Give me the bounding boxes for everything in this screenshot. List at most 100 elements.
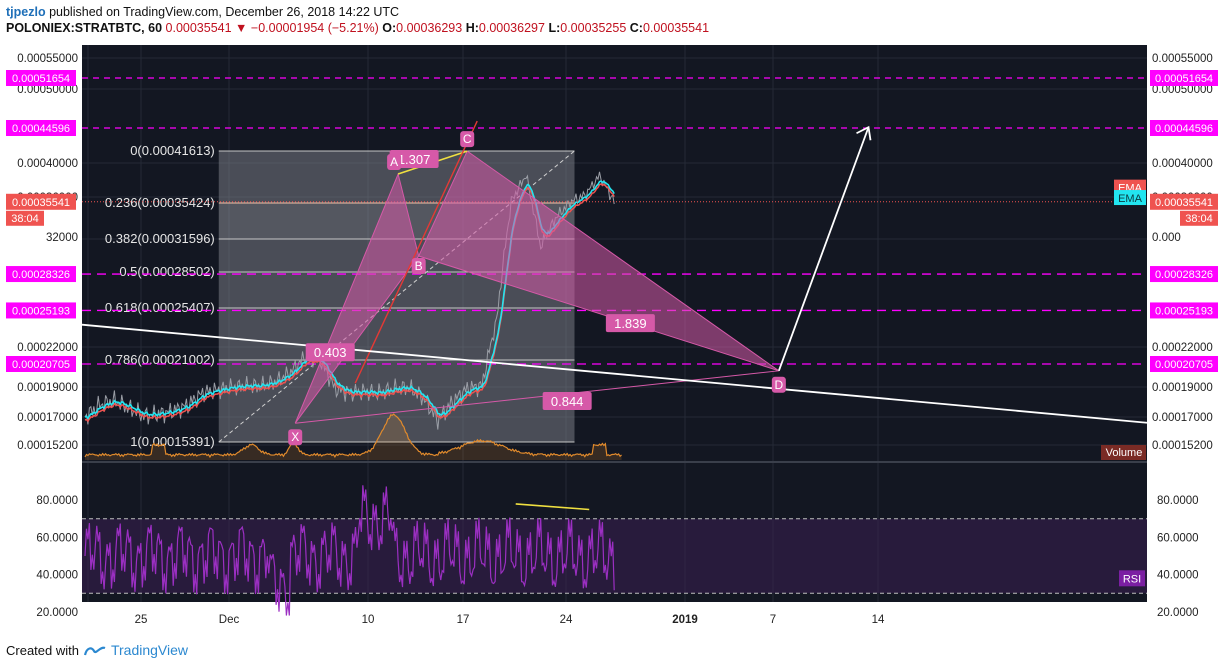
- right-countdown-label: 38:04: [1185, 213, 1213, 225]
- volume-tag: [1101, 445, 1146, 460]
- right-tick-label: 0.00015200: [1152, 440, 1213, 452]
- time-tick-label: 25: [135, 614, 148, 626]
- left-level-tag: [6, 266, 76, 283]
- ratio-label: 0.403: [314, 345, 347, 360]
- ratio-label: 0.844: [551, 394, 584, 409]
- symbol-name: POLONIEX:STRATBTC, 60: [6, 21, 163, 35]
- high-value: 0.00036297: [478, 21, 545, 35]
- rsi-series-line: [84, 485, 615, 616]
- right-level-tag: [1150, 302, 1218, 319]
- pattern-xd-line: [295, 370, 779, 424]
- left-tick-label: 0.00050000: [17, 84, 78, 96]
- right-tick-label: 0.000: [1152, 232, 1181, 244]
- created-with-text: Created with: [6, 642, 79, 658]
- price-chart[interactable]: 0(0.00041613) 0.236(0.00035424) 0.382(0.00…: [0, 40, 1229, 635]
- rsi-tick-left: 40.0000: [36, 570, 78, 582]
- left-countdown-tag: [6, 210, 44, 226]
- left-tick-label: 0.00040000: [17, 158, 78, 170]
- fib-level-label: 0.5(0.00028502): [119, 264, 214, 279]
- left-price-axis: 0.000550000.000500000.000400000.00036000…: [6, 53, 78, 452]
- right-tick-label: 0.00022000: [1152, 342, 1213, 354]
- down-arrow-icon: ▼: [235, 21, 248, 35]
- price-series: [82, 171, 1147, 430]
- fib-level-label: 0(0.00041613): [130, 143, 215, 158]
- pattern-point-box: [771, 376, 786, 393]
- left-countdown-label: 38:04: [11, 213, 39, 225]
- ratio-label: 1.307: [398, 152, 431, 167]
- tradingview-logo-icon: [83, 646, 106, 656]
- left-price-label: 0.00035541: [12, 197, 70, 209]
- publish-line: tjpezlo published on TradingView.com, De…: [6, 4, 1216, 20]
- ema-fast-line: [84, 180, 615, 420]
- pattern-point-box: [387, 154, 402, 171]
- rsi-divergence-line: [515, 503, 590, 511]
- left-level-label: 0.00028326: [12, 269, 70, 281]
- rsi-tick-right: 60.0000: [1157, 532, 1199, 544]
- low-value: 0.00035255: [560, 21, 627, 35]
- time-tick-label: 2019: [672, 614, 698, 626]
- ratio-box: [605, 314, 655, 333]
- descending-trendline: [81, 323, 1148, 424]
- right-level-tag: [1150, 70, 1218, 86]
- right-countdown-tag: [1180, 210, 1218, 226]
- left-level-label: 0.00051654: [12, 73, 70, 85]
- right-price-label: 0.00035541: [1155, 197, 1213, 209]
- left-tick-label: 0.00055000: [17, 53, 78, 65]
- time-tick-label: 24: [560, 614, 573, 626]
- tradingview-brand[interactable]: TradingView: [110, 642, 189, 658]
- left-level-label: 0.00044596: [12, 123, 70, 135]
- right-tick-label: 0.00040000: [1152, 158, 1213, 170]
- pattern-point-box: [288, 429, 303, 446]
- right-tick-label: 0.00019000: [1152, 382, 1213, 394]
- right-level-label: 0.00044596: [1155, 123, 1213, 135]
- pattern-point-label: A: [390, 155, 398, 169]
- author-name[interactable]: tjpezlo: [6, 5, 46, 19]
- rsi-label-box: [1119, 570, 1145, 587]
- right-level-label: 0.00025193: [1155, 305, 1213, 317]
- right-level-label: 0.00051654: [1155, 73, 1213, 85]
- right-level-tag: [1150, 120, 1218, 136]
- time-tick-label: 17: [457, 614, 470, 626]
- right-level-tag: [1150, 266, 1218, 283]
- close-value: 0.00035541: [642, 21, 710, 35]
- right-level-label: 0.00020705: [1155, 359, 1213, 371]
- pattern-point-box: [411, 258, 426, 275]
- rsi-tick-left: 20.0000: [36, 607, 78, 619]
- open-value: 0.00036293: [396, 21, 463, 35]
- ratio-box: [542, 392, 592, 410]
- left-level-label: 0.00020705: [12, 359, 70, 371]
- rsi-tick-right: 40.0000: [1157, 570, 1199, 582]
- right-price-axis: 0.000550000.000500000.000400000.00036000…: [1150, 53, 1218, 452]
- left-tick-label: 32000: [46, 232, 78, 244]
- left-price-tag: [6, 193, 76, 210]
- left-tick-label: 0.00022000: [17, 342, 78, 354]
- volume-area: [85, 414, 622, 460]
- symbol-line: POLONIEX:STRATBTC, 60 0.00035541 ▼ −0.00…: [6, 20, 1216, 36]
- pattern-point-label: X: [291, 430, 299, 444]
- ema-tag: [1114, 190, 1146, 206]
- rsi-line: [84, 485, 615, 616]
- pattern-point-label: C: [463, 132, 472, 146]
- ratio-label: 1.839: [614, 316, 647, 331]
- volume-tag-label: Volume: [1106, 447, 1143, 459]
- fib-level-label: 0.382(0.00031596): [105, 231, 215, 246]
- left-level-tag: [6, 356, 76, 372]
- projection-arrow-line: [777, 126, 870, 372]
- footer: Created with TradingView: [6, 640, 188, 660]
- harmonic-pattern[interactable]: 1.307 0.403 1.839 0.844 X A B C D: [81, 120, 1148, 446]
- volume-histogram: [84, 413, 622, 460]
- pattern-point-label: B: [415, 259, 423, 273]
- close-label: C:: [629, 21, 643, 35]
- ema-slow-line: [84, 183, 615, 423]
- right-tick-label: 0.00055000: [1152, 53, 1213, 65]
- projection-arrowhead-icon: [856, 125, 872, 141]
- rsi-label: RSI: [1123, 573, 1141, 585]
- time-tick-label: 14: [872, 614, 885, 626]
- fib-level-label: 0.786(0.00021002): [105, 352, 215, 367]
- ratio-box: [389, 150, 439, 169]
- high-label: H:: [465, 21, 479, 35]
- pattern-point-label: D: [775, 378, 784, 392]
- left-tick-label: 0.00015200: [17, 440, 78, 452]
- ratio-box: [305, 343, 355, 362]
- time-tick-label: 10: [362, 614, 375, 626]
